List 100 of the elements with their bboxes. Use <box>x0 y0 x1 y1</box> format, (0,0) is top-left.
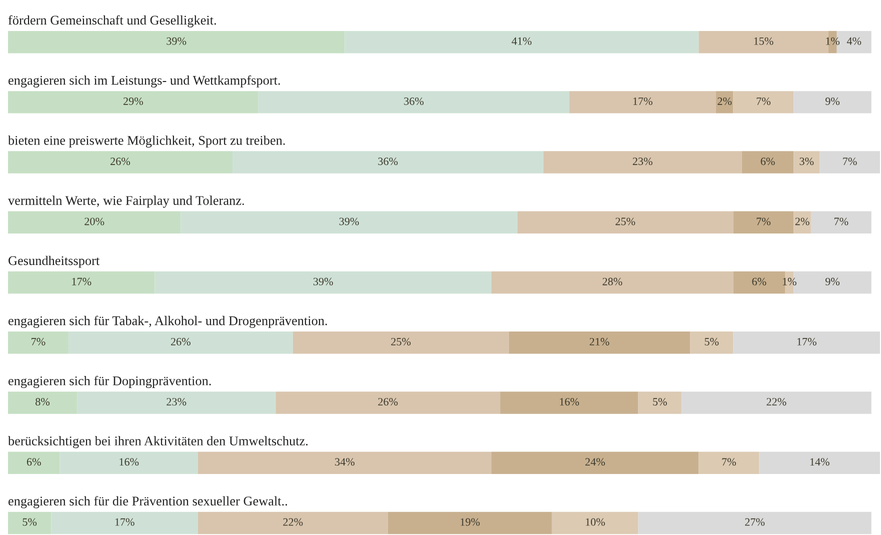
data-label: 7% <box>834 218 848 226</box>
data-label: 22% <box>766 398 786 406</box>
data-label: 17% <box>633 97 652 106</box>
data-label: 34% <box>335 458 355 466</box>
data-label: 15% <box>754 37 774 45</box>
data-label: 7% <box>756 218 770 226</box>
y-tick-label: engagieren sich für Tabak-, Alkohol- und Drogenprävention. <box>8 316 327 328</box>
data-label: 36% <box>378 158 398 166</box>
bar <box>198 512 388 534</box>
bar <box>8 271 155 294</box>
data-label: 23% <box>166 398 186 406</box>
data-label: 9% <box>825 278 840 286</box>
data-label: 10% <box>586 518 605 526</box>
bar <box>180 211 518 234</box>
data-label: 2% <box>795 218 810 226</box>
bar <box>8 91 258 114</box>
data-label: 39% <box>339 218 359 226</box>
bar <box>810 211 872 234</box>
bar <box>8 211 181 234</box>
bar <box>8 512 52 534</box>
bar <box>344 30 699 54</box>
data-label: 6% <box>752 278 766 286</box>
data-label: 23% <box>632 158 652 166</box>
data-label: 27% <box>745 518 765 526</box>
bar <box>543 151 742 174</box>
data-label: 1% <box>826 37 840 45</box>
y-tick-label: Gesundheitssport <box>8 256 100 268</box>
bar <box>742 151 794 174</box>
bar <box>552 512 638 534</box>
data-label: 22% <box>283 518 303 526</box>
data-label: 28% <box>602 278 622 286</box>
data-label: 5% <box>653 398 667 406</box>
data-label: 1% <box>782 278 796 286</box>
data-label: 24% <box>585 458 605 466</box>
data-label: 25% <box>391 338 411 346</box>
data-label: 36% <box>404 97 424 106</box>
bar <box>77 392 276 414</box>
bar <box>154 271 492 294</box>
data-label: 39% <box>313 278 333 286</box>
data-label: 17% <box>115 518 134 526</box>
bar <box>698 452 760 474</box>
data-label: 17% <box>797 338 816 346</box>
data-label: 26% <box>378 398 398 406</box>
data-label: 17% <box>72 278 92 286</box>
bar <box>292 332 509 354</box>
data-label: 3% <box>800 158 814 166</box>
bar <box>60 452 198 474</box>
data-label: 21% <box>590 338 610 346</box>
bar <box>794 151 820 174</box>
data-label: 41% <box>512 37 532 45</box>
bar <box>759 452 880 474</box>
bar <box>681 392 872 414</box>
bar <box>258 91 570 114</box>
bar <box>820 151 880 174</box>
data-label: 2% <box>718 97 732 106</box>
data-label: 20% <box>84 218 104 226</box>
bar <box>690 332 734 354</box>
bar <box>508 332 690 354</box>
bar <box>8 392 78 414</box>
bar <box>733 91 794 114</box>
data-label: 6% <box>26 458 41 466</box>
y-tick-label: vermitteln Werte, wie Fairplay und Toleranz. <box>8 196 244 208</box>
data-label: 5% <box>704 338 719 346</box>
y-tick-label: engagieren sich im Leistungs- und Wettkampfsport. <box>8 75 280 88</box>
data-label: 14% <box>810 458 830 466</box>
bar <box>569 91 716 114</box>
bar <box>8 151 232 174</box>
bar <box>8 332 68 354</box>
bar <box>8 452 60 474</box>
data-label: 5% <box>22 518 37 526</box>
bar <box>198 452 492 474</box>
data-label: 6% <box>760 158 775 166</box>
data-label: 29% <box>123 97 143 106</box>
data-label: 7% <box>722 458 736 466</box>
bar <box>733 211 794 234</box>
bar <box>794 91 872 114</box>
bar <box>491 452 699 474</box>
bar <box>733 332 880 354</box>
data-label: 19% <box>460 518 480 526</box>
y-tick-label: berücksichtigen bei ihren Aktivitäten den Umweltschutz. <box>8 436 308 448</box>
bar <box>794 211 811 234</box>
data-label: 26% <box>110 158 130 166</box>
bar <box>638 512 872 534</box>
y-tick-label: bieten eine preiswerte Möglichkeit, Sport zu treiben. <box>8 136 285 148</box>
data-label: 25% <box>616 218 636 226</box>
bar <box>517 211 734 234</box>
data-label: 7% <box>756 97 770 106</box>
y-tick-label: fördern Gemeinschaft und Geselligkeit. <box>8 15 216 28</box>
data-label: 16% <box>560 398 579 406</box>
bar <box>68 332 293 354</box>
data-label: 7% <box>843 158 857 166</box>
bar <box>716 91 734 114</box>
data-label: 7% <box>32 338 46 346</box>
bar <box>276 392 500 414</box>
bar <box>232 151 544 174</box>
bar <box>388 512 552 534</box>
data-label: 39% <box>166 37 186 45</box>
y-tick-label: engagieren sich für die Prävention sexueller Gewalt.. <box>8 496 288 508</box>
bar <box>500 392 638 414</box>
data-label: 4% <box>846 37 862 45</box>
